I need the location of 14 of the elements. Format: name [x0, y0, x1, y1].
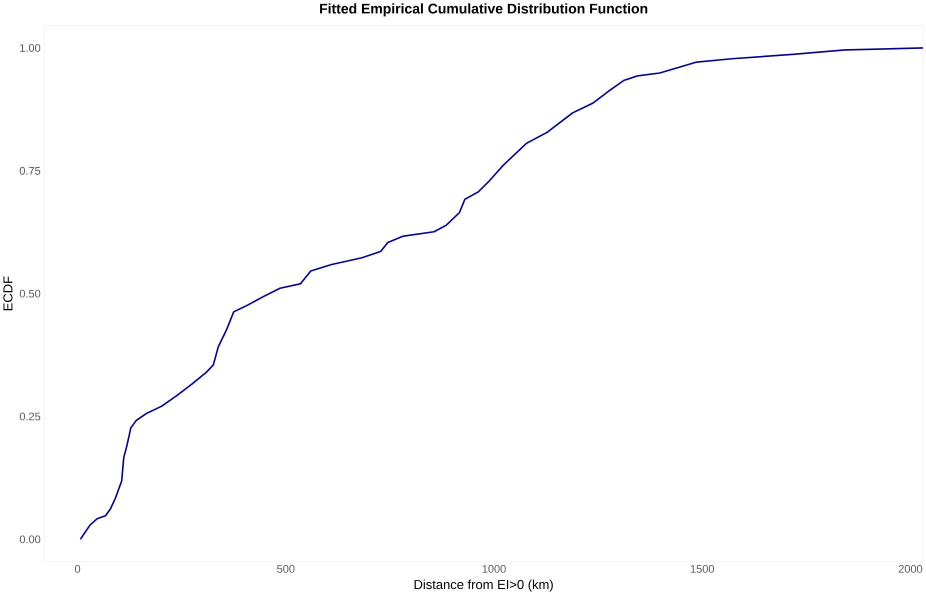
x-tick-label: 2000 [898, 564, 922, 573]
x-tick-label: 1500 [690, 564, 714, 573]
y-tick-label: 0.25 [20, 412, 40, 420]
chart-title: Fitted Empirical Cumulative Distribution Function [320, 3, 648, 16]
x-tick-label: 500 [277, 564, 294, 573]
x-axis-title: Distance from EI>0 (km) [414, 580, 553, 592]
x-tick-label: 0 [74, 564, 80, 573]
y-tick-label: 0.50 [20, 290, 40, 298]
y-axis-title: ECDF [3, 276, 13, 310]
y-tick-label: 1.00 [20, 44, 40, 52]
y-tick-label: 0.75 [20, 166, 40, 175]
x-tick-label: 1000 [482, 564, 506, 573]
line-series [80, 47, 924, 540]
y-tick-label: 0.00 [20, 535, 40, 544]
